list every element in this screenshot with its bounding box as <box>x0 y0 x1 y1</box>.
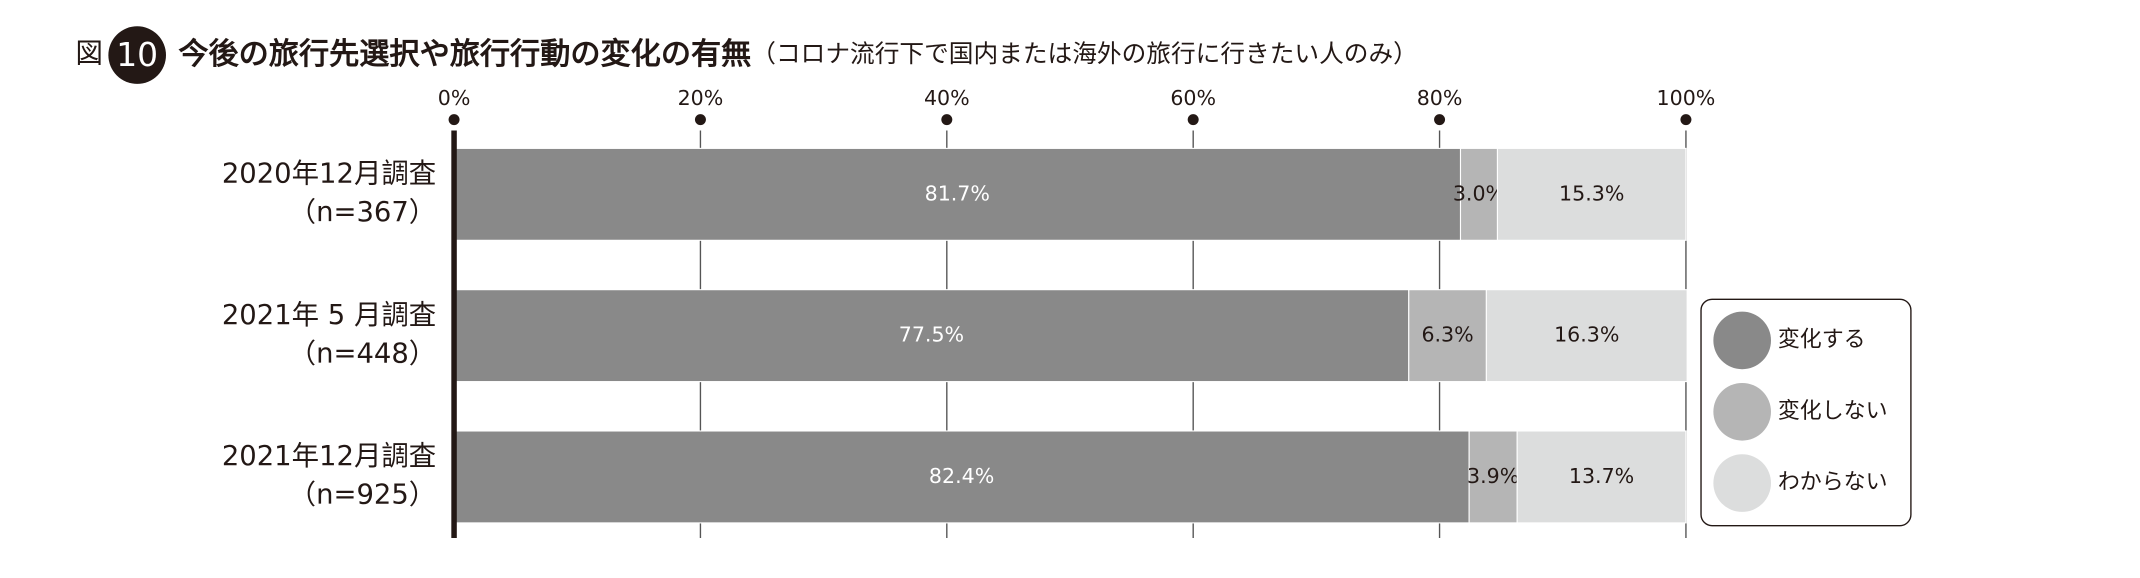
x-tick-label: 20% <box>678 86 724 110</box>
x-tick-label: 40% <box>924 86 970 110</box>
category-label: 2021年 5 月調査 <box>222 300 436 331</box>
x-tick-label: 0% <box>438 86 471 110</box>
value-label: 3.9% <box>1467 464 1519 488</box>
x-tick-label: 60% <box>1170 86 1216 110</box>
category-sublabel: （n=448） <box>289 338 437 369</box>
category-sublabel: （n=367） <box>289 197 437 228</box>
chart-title: 今後の旅行先選択や旅行行動の変化の有無 <box>178 36 751 72</box>
tick-dot <box>941 114 953 126</box>
bar-segment <box>1485 289 1688 383</box>
tick-dot <box>1187 114 1199 126</box>
x-tick-label: 100% <box>1657 86 1716 110</box>
tick-dot <box>448 114 460 126</box>
value-label: 16.3% <box>1554 323 1619 347</box>
category-sublabel: （n=925） <box>289 480 437 511</box>
category-label: 2021年12月調査 <box>222 441 436 472</box>
legend-swatch <box>1713 311 1771 370</box>
figure-badge <box>108 26 166 84</box>
bar-segment <box>453 289 1410 383</box>
category-label: 2020年12月調査 <box>222 159 436 190</box>
legend-label: 変化する <box>1778 327 1866 352</box>
value-label: 82.4% <box>929 464 994 488</box>
value-label: 15.3% <box>1559 181 1624 205</box>
bar-segment <box>1408 289 1487 383</box>
value-label: 3.0% <box>1453 181 1505 205</box>
bar-segment <box>1496 147 1687 241</box>
value-label: 77.5% <box>899 323 964 347</box>
value-label: 6.3% <box>1421 323 1473 347</box>
tick-dot <box>1680 114 1692 126</box>
bars: 2020年12月調査 （n=367） 81.7% 3.0% 15.3% 2021年 5 月… <box>222 130 1688 538</box>
chart-subtitle: （コロナ流行下で国内または海外の旅行に行きたい人のみ） <box>751 39 1418 68</box>
tick-dot <box>694 114 706 126</box>
legend-label: 変化しない <box>1778 399 1888 424</box>
figure-label: 図 <box>75 39 102 70</box>
bar-segment <box>1516 430 1687 524</box>
figure-number: 10 <box>116 35 158 74</box>
legend-swatch <box>1713 454 1771 512</box>
title-line: 今後の旅行先選択や旅行行動の変化の有無（コロナ流行下で国内または海外の旅行に行き… <box>178 36 1418 72</box>
x-tick-label: 80% <box>1417 86 1463 110</box>
bar-segment <box>1459 147 1499 241</box>
legend-swatch <box>1713 382 1771 441</box>
tick-dot <box>1434 114 1446 126</box>
value-label: 13.7% <box>1569 464 1634 488</box>
legend-label: わからない <box>1778 470 1888 495</box>
value-label: 81.7% <box>925 181 990 205</box>
